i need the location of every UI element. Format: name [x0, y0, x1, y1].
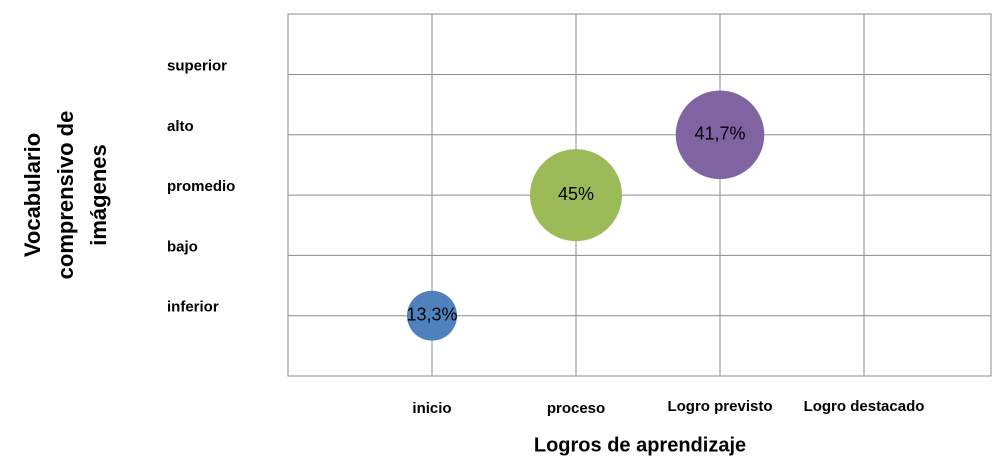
- x-tick-label: Logro previsto: [667, 398, 772, 415]
- x-tick-label: inicio: [412, 400, 451, 417]
- x-axis-title: Logros de aprendizaje: [534, 434, 746, 456]
- y-axis-title: Vocabulario comprensivo de imágenes: [20, 111, 111, 280]
- y-tick-label: superior: [167, 57, 227, 74]
- y-tick-label: promedio: [167, 178, 235, 195]
- bubble: [675, 90, 765, 180]
- bubble: [530, 149, 622, 242]
- data-label: 13,3%: [406, 304, 457, 324]
- x-tick-label: proceso: [547, 400, 605, 417]
- bubble: [406, 290, 458, 341]
- y-tick-label: alto: [167, 118, 194, 135]
- x-tick-label: Logro destacado: [804, 398, 925, 415]
- data-label: 45%: [558, 184, 594, 204]
- y-axis-title-line: imágenes: [86, 144, 111, 246]
- y-tick-label: bajo: [167, 238, 198, 255]
- data-label: 41,7%: [694, 124, 745, 144]
- y-tick-label: inferior: [167, 299, 219, 316]
- y-axis-title-line: comprensivo de: [53, 111, 78, 280]
- y-axis-title-line: Vocabulario: [20, 133, 45, 257]
